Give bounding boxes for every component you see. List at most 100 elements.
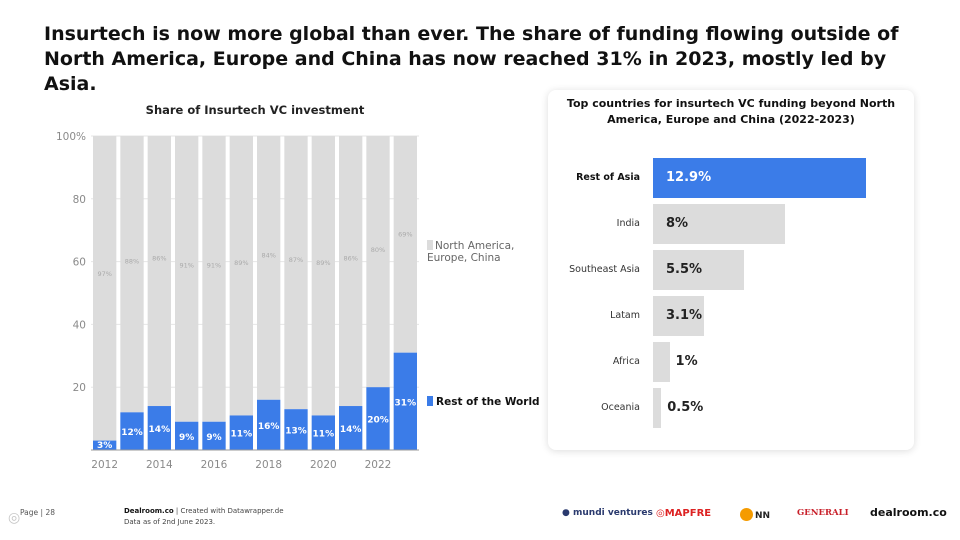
x-tick-label: 2014 [146, 459, 173, 471]
bar-segment-nae-china [393, 136, 417, 353]
hbar-row: Southeast Asia 5.5% [548, 250, 914, 290]
bar-segment-nae-china [284, 136, 308, 410]
bar-segment-rest-of-world [257, 399, 281, 450]
bar-segment-nae-china [339, 136, 363, 407]
hbar-value-label: 1% [675, 354, 698, 369]
bar-segment-rest-of-world [366, 387, 390, 450]
legend-swatch-gray [427, 240, 433, 250]
bar-label-rest-of-world: 12% [121, 428, 143, 438]
generali-logo: GENERALI [797, 508, 849, 518]
mapfre-logo-text: MAPFRE [664, 508, 712, 519]
bar-label-nae-china: 87% [289, 256, 303, 264]
mundi-logo-text: mundi ventures [573, 508, 653, 518]
bar-segment-rest-of-world [284, 409, 308, 450]
hbar-value-label: 5.5% [666, 262, 703, 277]
bar-segment-nae-china [147, 136, 171, 407]
hbar-value-label: 0.5% [667, 400, 704, 415]
legend-north-america-europe-china: North America, Europe, China [427, 240, 517, 264]
mundi-ventures-logo: ● mundi ventures [562, 508, 653, 518]
bar-label-nae-china: 80% [371, 246, 385, 254]
x-tick-label: 2012 [91, 459, 118, 471]
bar-label-rest-of-world: 16% [258, 422, 280, 432]
hbar [653, 158, 867, 198]
nn-lion-icon [740, 508, 753, 521]
bar-segment-nae-china [120, 136, 144, 413]
top-countries-panel: Top countries for insurtech VC funding b… [548, 90, 914, 450]
bar-label-rest-of-world: 11% [313, 430, 335, 440]
legend-swatch-blue [427, 396, 433, 406]
legend-bottom-label: Rest of the World [436, 396, 540, 408]
bar-segment-rest-of-world [120, 412, 144, 450]
hbar-value-label: 3.1% [666, 308, 703, 323]
bar-segment-rest-of-world [311, 415, 335, 450]
hbar-category-label: Southeast Asia [569, 264, 640, 275]
bar-segment-rest-of-world [229, 415, 253, 450]
bar-label-nae-china: 88% [125, 257, 139, 265]
generali-logo-text: GENERALI [797, 508, 849, 518]
hbar-value-label: 8% [666, 216, 689, 231]
hbar-category-label: Oceania [601, 402, 640, 413]
bar-segment-rest-of-world [147, 406, 171, 450]
x-tick-label: 2016 [201, 459, 228, 471]
hbar [653, 250, 744, 290]
hbar-row: Oceania 0.5% [548, 388, 914, 428]
hbar [653, 342, 670, 382]
y-tick-label: 20 [73, 382, 86, 394]
nn-logo-text: NN [755, 511, 771, 521]
bar-label-nae-china: 97% [97, 270, 111, 278]
y-tick-label: 40 [73, 319, 86, 331]
hbar-row: Africa 1% [548, 342, 914, 382]
hbar [653, 204, 786, 244]
bar-segment-nae-china [93, 136, 117, 441]
hbar-category-label: Latam [610, 310, 640, 321]
bar-segment-rest-of-world [202, 421, 226, 450]
hbar-row: Latam 3.1% [548, 296, 914, 336]
source-brand: Dealroom.co [124, 507, 174, 515]
legend-rest-of-world: Rest of the World [427, 396, 540, 408]
mapfre-logo: ◎MAPFRE [656, 508, 712, 519]
bar-label-nae-china: 69% [398, 230, 412, 238]
x-tick-label: 2018 [255, 459, 282, 471]
bar-segment-nae-china [202, 136, 226, 422]
bar-label-rest-of-world: 14% [149, 425, 171, 435]
bar-label-rest-of-world: 13% [285, 427, 307, 437]
right-chart-title: Top countries for insurtech VC funding b… [566, 97, 896, 126]
hbar [653, 296, 705, 336]
dealroom-logo: dealroom.co [870, 506, 947, 519]
source-rest: | Created with Datawrapper.de [173, 507, 284, 515]
x-tick-label: 2020 [310, 459, 337, 471]
bar-label-nae-china: 91% [179, 262, 193, 270]
bar-segment-nae-china [175, 136, 199, 422]
bar-segment-rest-of-world [175, 421, 199, 450]
bar-label-nae-china: 84% [261, 252, 275, 260]
bar-label-rest-of-world: 3% [97, 441, 112, 451]
bar-label-nae-china: 89% [316, 259, 330, 267]
bar-segment-nae-china [311, 136, 335, 416]
bar-label-rest-of-world: 31% [395, 398, 417, 408]
watermark: ◎ [8, 510, 21, 526]
hbar-value-label: 12.9% [666, 170, 712, 185]
left-chart-title: Share of Insurtech VC investment [145, 103, 365, 117]
bar-segment-nae-china [257, 136, 281, 400]
bar-label-rest-of-world: 9% [206, 433, 221, 443]
bar-label-nae-china: 91% [207, 262, 221, 270]
nn-logo: NN [740, 508, 770, 521]
y-tick-label: 60 [73, 257, 86, 269]
page-number: Page | 28 [20, 508, 55, 517]
hbar-category-label: India [616, 218, 640, 229]
bar-segment-nae-china [366, 136, 390, 388]
bar-label-nae-china: 86% [343, 255, 357, 263]
bar-label-rest-of-world: 20% [367, 416, 389, 426]
headline: Insurtech is now more global than ever. … [44, 23, 899, 95]
bar-segment-nae-china [229, 136, 253, 416]
bar-label-rest-of-world: 9% [179, 433, 194, 443]
bar-label-rest-of-world: 14% [340, 425, 362, 435]
hbar [653, 388, 662, 428]
hbar-category-label: Rest of Asia [576, 172, 640, 183]
x-tick-label: 2022 [365, 459, 392, 471]
source-date: Data as of 2nd June 2023. [124, 518, 216, 526]
bar-label-nae-china: 86% [152, 255, 166, 263]
bar-label-nae-china: 89% [234, 259, 248, 267]
bar-segment-rest-of-world [339, 406, 363, 450]
